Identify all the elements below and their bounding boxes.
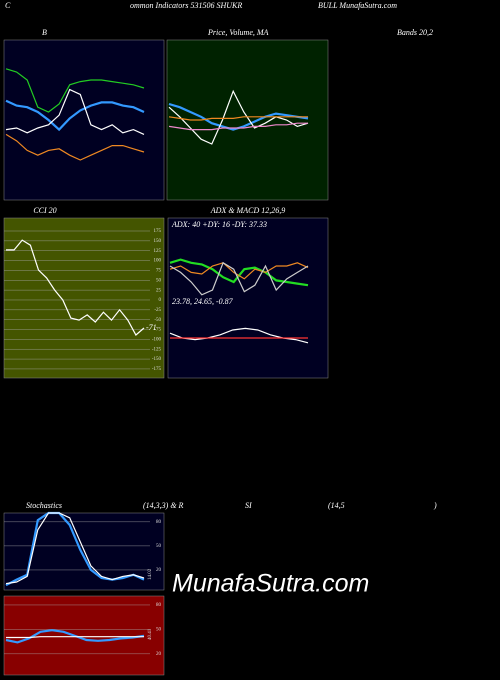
row-label: Price, Volume, MA [207, 28, 269, 37]
annotation: 23.78, 24.65, -0.87 [172, 297, 234, 306]
series-line [6, 636, 144, 639]
y-tick-label: 25 [156, 288, 162, 293]
stoch-params: (14,3,3) & R [143, 501, 184, 510]
panel [3, 39, 165, 201]
y-tick-label: 20 [156, 568, 162, 573]
stoch-label: Stochastics [26, 501, 62, 510]
series-line [5, 88, 145, 135]
last-value: -71 [146, 323, 157, 332]
panel-title: ADX & MACD 12,26,9 [210, 206, 285, 215]
y-tick-label: 50 [156, 278, 162, 283]
y-tick-label: 150 [154, 239, 162, 244]
y-tick-label: -175 [152, 367, 162, 372]
series-line [168, 122, 308, 131]
panel-title: CCI 20 [33, 206, 56, 215]
rsi-params: (14,5 [328, 501, 345, 510]
series-line [5, 511, 145, 587]
header-middle: ommon Indicators 531506 SHUKR [130, 1, 242, 10]
series-line [5, 629, 145, 644]
series-line [6, 239, 145, 336]
series-line [169, 261, 309, 296]
rsi-close: ) [433, 501, 437, 510]
series-line [5, 99, 145, 132]
panel [167, 217, 329, 379]
series-line [5, 133, 145, 161]
panel [3, 217, 165, 379]
y-tick-label: 125 [154, 249, 162, 254]
annotation: ADX: 40 +DY: 16 -DY: 37.33 [171, 220, 267, 229]
y-tick-label: 20 [156, 652, 162, 657]
y-tick-label: -150 [152, 357, 162, 362]
header-left: C [5, 1, 11, 10]
y-tick-label: -125 [152, 347, 162, 352]
y-tick-label: 100 [154, 259, 162, 264]
rsi-label: SI [245, 501, 252, 510]
header-right: BULL MunafaSutra.com [318, 1, 397, 10]
y-tick-label: 80 [156, 603, 162, 608]
y-tick-label: 75 [156, 269, 162, 274]
series-line [168, 116, 308, 121]
row-label: Bands 20,2 [397, 28, 433, 37]
series-line [5, 512, 145, 585]
y-tick-label: 50 [156, 544, 162, 549]
series-line [5, 68, 145, 113]
annotation: 14.02 [148, 568, 153, 580]
panel [3, 595, 165, 676]
annotation: 40.41 [148, 628, 153, 640]
y-tick-label: 80 [156, 520, 162, 525]
y-tick-label: 175 [154, 229, 162, 234]
row-label: B [42, 28, 47, 37]
y-tick-label: -100 [152, 338, 162, 343]
watermark: MunafaSutra.com [172, 570, 369, 598]
y-tick-label: -50 [154, 318, 161, 323]
y-tick-label: 50 [156, 628, 162, 633]
series-line [169, 262, 309, 280]
y-tick-label: -75 [154, 328, 161, 333]
y-tick-label: 0 [159, 298, 162, 303]
y-tick-label: -25 [154, 308, 161, 313]
